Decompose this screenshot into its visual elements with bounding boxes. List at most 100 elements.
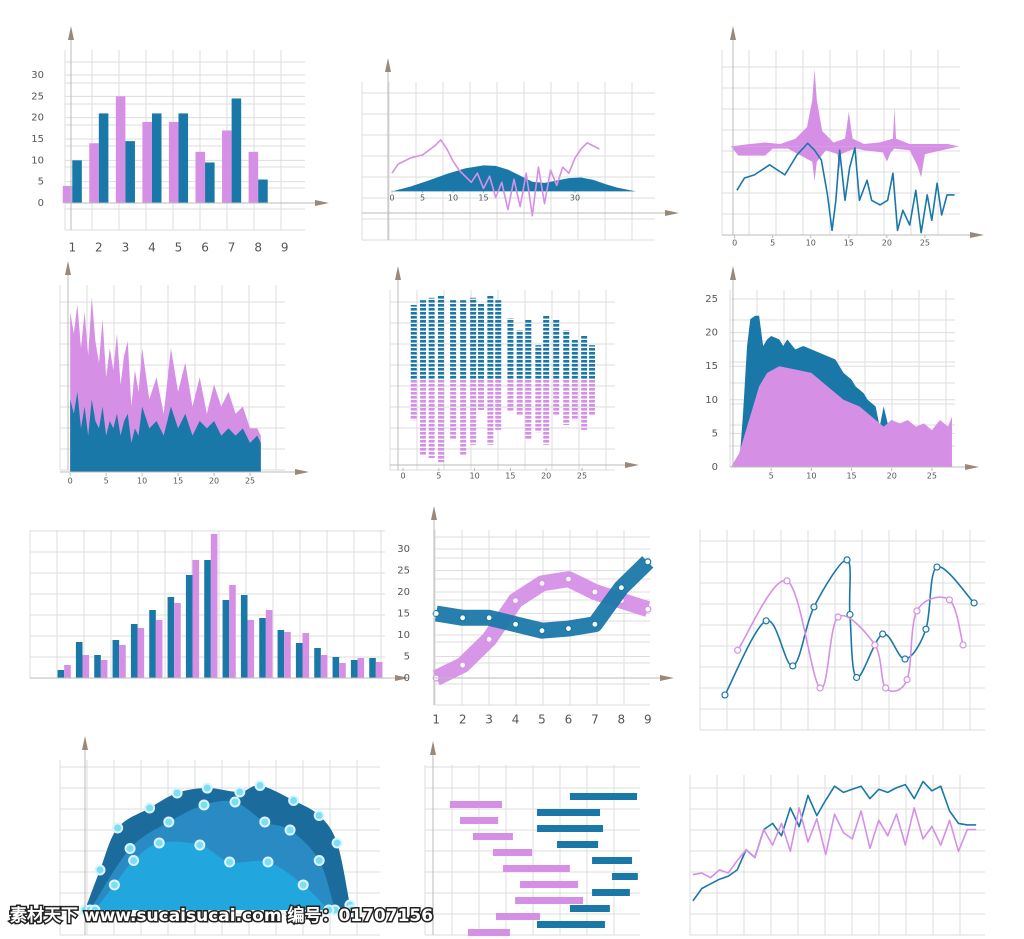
gantt-bar	[520, 881, 579, 888]
marker	[538, 579, 546, 588]
x-tick-label: 15	[173, 477, 183, 486]
y-tick-label: 5	[712, 428, 718, 439]
axis-arrow	[315, 200, 329, 206]
x-tick-label: 15	[505, 472, 515, 481]
bar	[516, 380, 523, 415]
bar	[82, 655, 90, 678]
gantt-bar	[460, 817, 499, 824]
bar	[259, 618, 266, 678]
area	[392, 165, 636, 192]
marker	[163, 816, 175, 828]
y-tick-label: 5	[404, 652, 410, 663]
bar	[563, 380, 570, 425]
marker	[871, 641, 879, 649]
bar	[151, 113, 162, 203]
bar	[205, 162, 215, 203]
marker	[224, 856, 236, 868]
marker	[903, 675, 911, 684]
marker	[617, 584, 625, 592]
bar	[450, 380, 457, 440]
area	[730, 69, 960, 147]
x-tick-label: 9	[281, 241, 289, 255]
bar	[314, 648, 321, 678]
y-tick-label: 20	[705, 328, 718, 339]
watermark: 素材天下 www.sucaisucai.com 编号：01707156	[10, 905, 433, 926]
y-tick-label: 15	[705, 361, 718, 372]
bar	[229, 585, 236, 678]
bar	[487, 380, 494, 445]
x-tick-label: 9	[644, 713, 652, 727]
line	[692, 807, 977, 879]
x-tick-label: 2	[95, 241, 103, 255]
y-tick-label: 20	[397, 587, 410, 598]
marker	[171, 787, 183, 799]
gantt-bar	[492, 849, 533, 856]
area	[730, 146, 960, 182]
marker	[432, 609, 440, 618]
line	[724, 559, 975, 696]
bar	[478, 380, 485, 410]
bar	[75, 642, 83, 678]
axis-arrow	[82, 736, 88, 750]
marker	[262, 856, 274, 868]
bar	[94, 655, 101, 678]
marker	[879, 630, 887, 638]
x-tick-label: 5	[420, 194, 425, 203]
bar	[64, 665, 71, 678]
gantt-bar	[503, 865, 570, 872]
axis-arrow	[965, 464, 979, 470]
marker	[591, 588, 599, 596]
x-tick-label: 6	[201, 241, 209, 255]
bar	[553, 380, 560, 415]
bar	[62, 185, 73, 203]
x-tick-label: 30	[570, 194, 580, 203]
marker	[913, 607, 921, 615]
bar	[460, 380, 467, 455]
bar	[460, 300, 467, 380]
x-tick-label: 25	[920, 239, 930, 248]
marker	[284, 824, 296, 836]
marker	[331, 837, 343, 849]
bar	[174, 603, 181, 678]
gantt-bar	[537, 921, 605, 928]
bar	[357, 658, 365, 678]
x-tick-label: 25	[927, 472, 937, 481]
bar	[222, 600, 230, 678]
x-tick-label: 5	[175, 241, 183, 255]
bar	[302, 633, 310, 678]
x-tick-label: 0	[68, 477, 73, 486]
bar	[204, 560, 211, 678]
x-tick-label: 1	[68, 241, 76, 255]
bar	[142, 121, 152, 203]
x-tick-label: 5	[436, 472, 441, 481]
line	[736, 142, 955, 234]
bar	[247, 620, 255, 678]
gantt-bar	[537, 809, 601, 816]
bar	[581, 335, 588, 380]
x-tick-label: 10	[806, 239, 816, 248]
y-tick-label: 5	[38, 177, 44, 188]
marker	[259, 816, 271, 828]
bar	[437, 294, 444, 380]
marker	[644, 605, 652, 613]
marker	[511, 596, 520, 605]
area	[94, 841, 329, 910]
marker	[485, 614, 493, 622]
x-tick-label: 5	[769, 472, 774, 481]
axis-arrow	[665, 210, 679, 216]
bar	[507, 380, 514, 412]
marker	[901, 655, 909, 663]
marker	[485, 635, 493, 643]
marker	[959, 641, 967, 649]
bar	[231, 98, 242, 203]
bar	[115, 96, 126, 203]
x-tick-label: 10	[806, 472, 816, 481]
bar	[350, 660, 358, 678]
y-tick-label: 30	[31, 70, 44, 81]
x-tick-label: 25	[577, 472, 587, 481]
gantt-bar	[515, 897, 584, 904]
bar	[581, 380, 588, 430]
marker	[564, 575, 573, 583]
area	[70, 391, 261, 472]
bar	[149, 610, 156, 678]
